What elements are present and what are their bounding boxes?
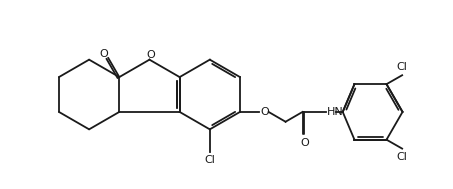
Text: Cl: Cl [204,155,215,165]
Text: Cl: Cl [397,152,408,162]
Text: O: O [146,50,155,60]
Text: Cl: Cl [397,62,408,72]
Text: O: O [99,49,108,59]
Text: O: O [260,107,269,117]
Text: O: O [300,138,309,148]
Text: HN: HN [327,107,343,117]
